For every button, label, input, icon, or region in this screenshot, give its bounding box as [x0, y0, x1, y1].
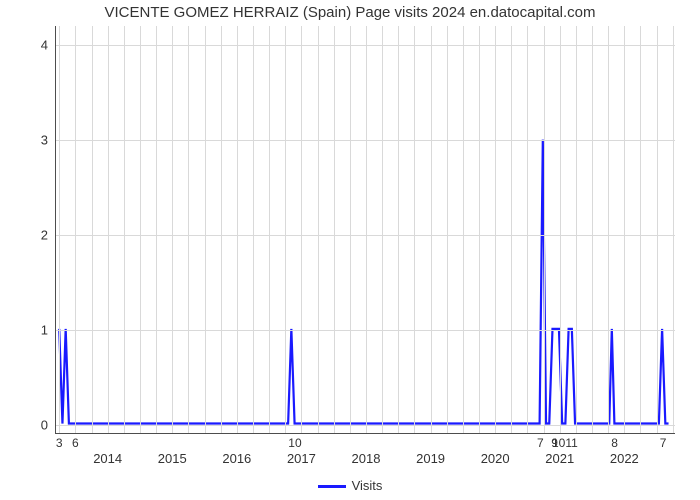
vgrid: [511, 26, 512, 433]
plot-area: 0123420142015201620172018201920202021202…: [55, 26, 675, 434]
vgrid: [527, 26, 528, 433]
x-tick-label: 2021: [545, 451, 574, 466]
y-tick-label: 1: [41, 322, 48, 337]
vgrid: [156, 26, 157, 433]
chart-container: VICENTE GOMEZ HERRAIZ (Spain) Page visit…: [0, 0, 700, 500]
vgrid: [495, 26, 496, 433]
vgrid: [92, 26, 93, 433]
y-tick-label: 3: [41, 132, 48, 147]
vgrid: [398, 26, 399, 433]
x-tick-label: 2019: [416, 451, 445, 466]
x-tick-label: 2016: [222, 451, 251, 466]
vgrid: [624, 26, 625, 433]
vgrid: [334, 26, 335, 433]
x-tick-label: 2014: [93, 451, 122, 466]
vgrid: [479, 26, 480, 433]
vgrid: [382, 26, 383, 433]
vgrid: [640, 26, 641, 433]
x-axis-label: Visits: [0, 478, 700, 493]
y-tick-label: 0: [41, 417, 48, 432]
vgrid: [544, 26, 545, 433]
vgrid: [59, 26, 60, 433]
point-label: 3: [56, 436, 63, 450]
x-tick-label: 2020: [481, 451, 510, 466]
vgrid: [285, 26, 286, 433]
vgrid: [75, 26, 76, 433]
point-label: 10: [288, 436, 301, 450]
vgrid: [350, 26, 351, 433]
legend-swatch: [318, 485, 346, 488]
vgrid: [608, 26, 609, 433]
vgrid: [463, 26, 464, 433]
x-axis-label-text: Visits: [352, 478, 383, 493]
vgrid: [301, 26, 302, 433]
vgrid: [253, 26, 254, 433]
vgrid: [237, 26, 238, 433]
y-tick-label: 4: [41, 37, 48, 52]
vgrid: [414, 26, 415, 433]
point-label: 1011: [552, 436, 578, 450]
vgrid: [172, 26, 173, 433]
vgrid: [673, 26, 674, 433]
vgrid: [188, 26, 189, 433]
x-tick-label: 2022: [610, 451, 639, 466]
chart-title: VICENTE GOMEZ HERRAIZ (Spain) Page visit…: [0, 4, 700, 21]
point-label: 8: [611, 436, 618, 450]
x-tick-label: 2015: [158, 451, 187, 466]
vgrid: [560, 26, 561, 433]
y-tick-label: 2: [41, 227, 48, 242]
vgrid: [205, 26, 206, 433]
vgrid: [592, 26, 593, 433]
point-label: 6: [72, 436, 79, 450]
vgrid: [318, 26, 319, 433]
vgrid: [269, 26, 270, 433]
vgrid: [657, 26, 658, 433]
vgrid: [431, 26, 432, 433]
point-label: 7: [660, 436, 667, 450]
vgrid: [108, 26, 109, 433]
vgrid: [221, 26, 222, 433]
x-tick-label: 2018: [352, 451, 381, 466]
x-tick-label: 2017: [287, 451, 316, 466]
visits-line: [59, 140, 668, 424]
vgrid: [124, 26, 125, 433]
vgrid: [576, 26, 577, 433]
vgrid: [140, 26, 141, 433]
vgrid: [366, 26, 367, 433]
point-label: 7: [537, 436, 544, 450]
vgrid: [447, 26, 448, 433]
